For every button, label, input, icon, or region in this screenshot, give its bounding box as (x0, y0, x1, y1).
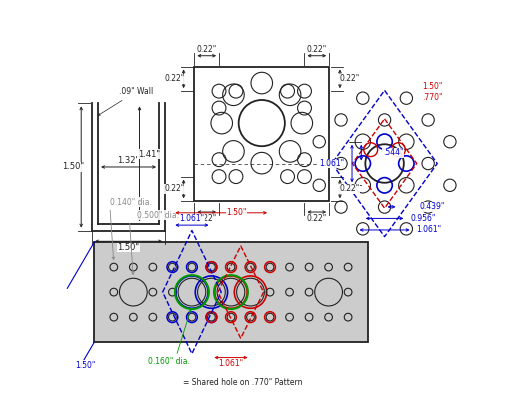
Text: 1.061": 1.061" (218, 359, 243, 368)
Text: .770": .770" (421, 93, 441, 102)
Text: 1.061": 1.061" (415, 225, 441, 235)
Text: 1.50": 1.50" (421, 82, 441, 91)
Text: 0.22": 0.22" (306, 45, 326, 54)
Bar (194, 66, 328, 201)
Text: 0.500" dia.: 0.500" dia. (137, 211, 179, 220)
Text: 0.160" dia.: 0.160" dia. (147, 357, 189, 366)
Text: .09" Wall: .09" Wall (98, 87, 153, 116)
Text: 0.22": 0.22" (196, 214, 216, 223)
Text: 1.50": 1.50" (226, 208, 246, 217)
Text: 0.140" dia.: 0.140" dia. (110, 197, 152, 206)
Text: = Shared hole on .770" Pattern: = Shared hole on .770" Pattern (183, 378, 302, 387)
Text: 0.439": 0.439" (418, 202, 444, 211)
Text: 0.22": 0.22" (338, 185, 358, 193)
Text: 1.32": 1.32" (117, 157, 139, 165)
Text: 1.061": 1.061" (179, 214, 204, 223)
Text: .544": .544" (382, 148, 403, 157)
Text: 1.41": 1.41" (137, 150, 159, 159)
Bar (94, 242, 367, 342)
Text: 0.22": 0.22" (196, 45, 216, 54)
Text: 1.50": 1.50" (62, 162, 83, 171)
Text: 1.50": 1.50" (117, 243, 139, 252)
Text: 0.22": 0.22" (164, 185, 184, 193)
Text: 0.22": 0.22" (338, 74, 358, 83)
Text: 0.22": 0.22" (306, 214, 326, 223)
Text: 0.956": 0.956" (409, 214, 435, 223)
Text: 0.22": 0.22" (164, 74, 184, 83)
Text: 1.061": 1.061" (319, 159, 344, 168)
Text: 1.50": 1.50" (75, 361, 95, 370)
